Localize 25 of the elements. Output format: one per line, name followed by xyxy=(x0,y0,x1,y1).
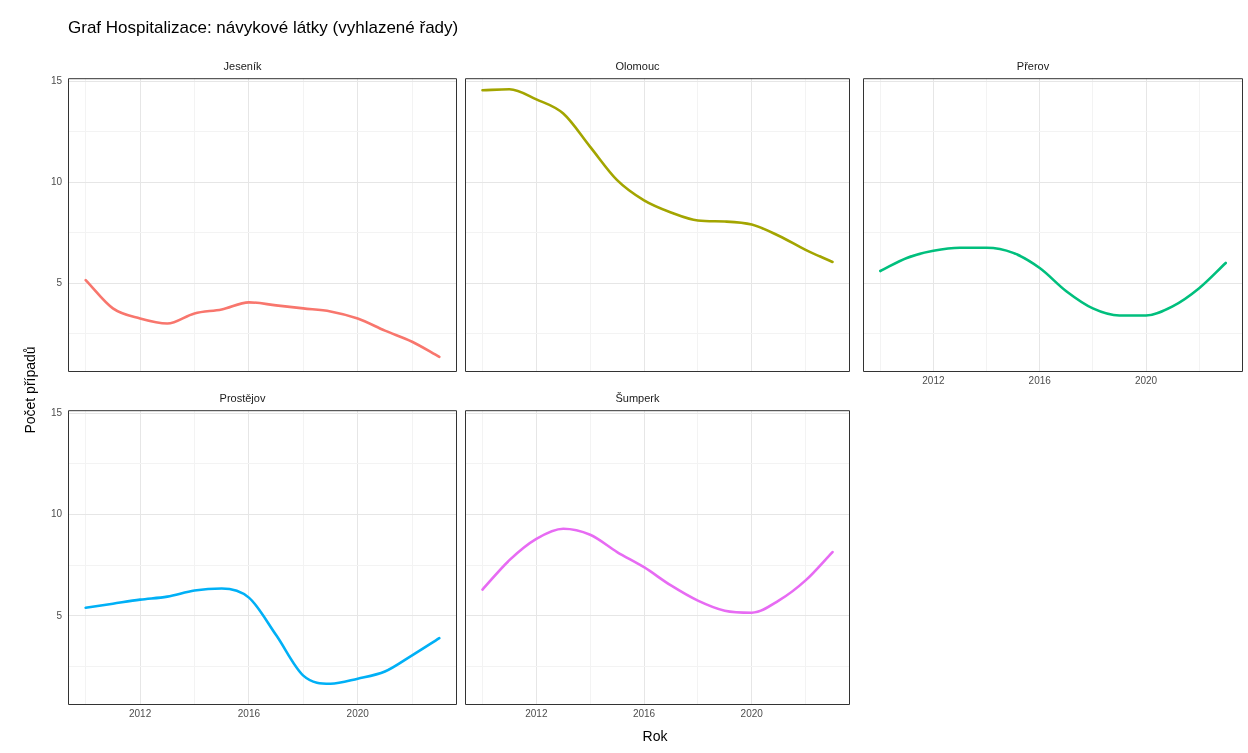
x-tick-label: 2020 xyxy=(740,707,764,719)
x-tick-label: 2016 xyxy=(632,707,656,719)
y-tick-label: 15 xyxy=(50,406,63,418)
x-tick-label: 2012 xyxy=(525,707,548,719)
y-tick-label: 15 xyxy=(50,74,63,86)
x-tick-label: 2016 xyxy=(237,707,261,719)
y-tick-label: 10 xyxy=(50,508,63,520)
x-tick-label: 2016 xyxy=(1028,374,1052,386)
line-series xyxy=(84,587,441,686)
x-tick-label: 2012 xyxy=(922,374,945,386)
chart-title: Prostějov xyxy=(219,391,266,404)
x-tick-label: 2020 xyxy=(1134,374,1158,386)
y-tick-label: 5 xyxy=(56,609,63,621)
chart-title: Přerov xyxy=(1016,59,1050,72)
line-series xyxy=(84,278,441,359)
x-axis-title: Rok xyxy=(642,728,668,744)
x-tick-label: 2012 xyxy=(128,707,152,719)
chart-title: Šumperk xyxy=(615,391,660,404)
x-tick-label: 2020 xyxy=(346,707,370,719)
chart-title: Jeseník xyxy=(223,59,262,72)
y-tick-label: 10 xyxy=(50,175,63,187)
y-tick-label: 5 xyxy=(56,276,63,288)
chart-title: Olomouc xyxy=(615,59,660,72)
text: Graf Hospitalizace: návykové látky (vyhlazené řady) xyxy=(68,18,459,38)
y-axis-title: Počet případů xyxy=(22,346,38,434)
